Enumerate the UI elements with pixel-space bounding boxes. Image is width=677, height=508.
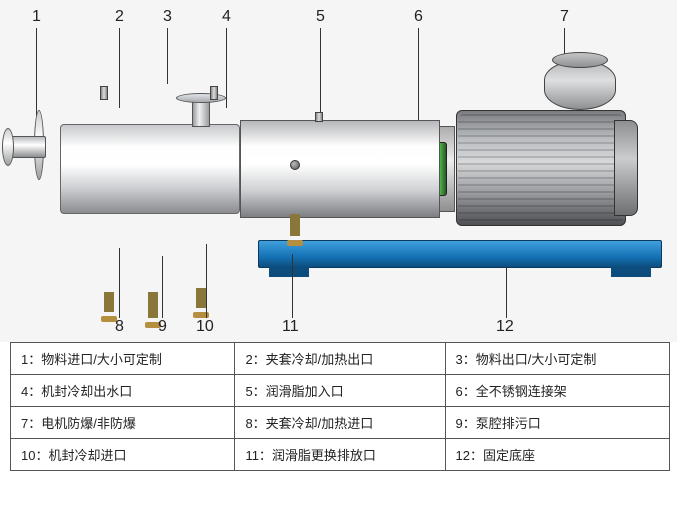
callout-line-10 <box>206 244 207 318</box>
seal-cooling-inlet-valve <box>196 288 206 308</box>
pump-cylinder <box>240 120 440 218</box>
callout-4: 4 <box>222 8 231 26</box>
jacket-outlet-nozzle <box>100 86 108 100</box>
callout-11: 11 <box>282 318 299 336</box>
legend-cell: 8：夹套冷却/加热进口 <box>235 407 445 439</box>
callout-1: 1 <box>32 8 41 26</box>
callout-3: 3 <box>163 8 172 26</box>
legend-cell: 4：机封冷却出水口 <box>11 375 235 407</box>
callout-line-2 <box>119 28 120 108</box>
callout-line-12 <box>506 266 507 318</box>
callout-6: 6 <box>414 8 423 26</box>
table-row: 10：机封冷却进口 11：润滑脂更换排放口 12：固定底座 <box>11 439 670 471</box>
junction-box-cap <box>552 52 608 68</box>
drain-valve <box>148 292 158 318</box>
legend-cell: 3：物料出口/大小可定制 <box>445 343 669 375</box>
legend-cell: 10：机封冷却进口 <box>11 439 235 471</box>
inlet-flange <box>2 128 14 166</box>
seal-cooling-outlet <box>210 86 218 100</box>
legend-cell: 11：润滑脂更换排放口 <box>235 439 445 471</box>
table-row: 4：机封冷却出水口 5：润滑脂加入口 6：全不锈钢连接架 <box>11 375 670 407</box>
legend-table: 1：物料进口/大小可定制 2：夹套冷却/加热出口 3：物料出口/大小可定制 4：… <box>10 342 670 471</box>
callout-7: 7 <box>560 8 569 26</box>
legend-cell: 2：夹套冷却/加热出口 <box>235 343 445 375</box>
machine-assembly <box>40 100 650 280</box>
bolt <box>290 160 300 170</box>
callout-line-11 <box>292 254 293 318</box>
callout-line-8 <box>119 248 120 318</box>
motor-body <box>456 110 626 226</box>
flange-neck <box>192 101 210 127</box>
callout-8: 8 <box>115 318 124 336</box>
callout-2: 2 <box>115 8 124 26</box>
base-plate <box>258 240 662 268</box>
callout-12: 12 <box>496 318 514 336</box>
legend-cell: 1：物料进口/大小可定制 <box>11 343 235 375</box>
base-leg <box>269 267 309 277</box>
table-row: 7：电机防爆/非防爆 8：夹套冷却/加热进口 9：泵腔排污口 <box>11 407 670 439</box>
legend-table-container: 1：物料进口/大小可定制 2：夹套冷却/加热出口 3：物料出口/大小可定制 4：… <box>10 342 670 471</box>
legend-cell: 9：泵腔排污口 <box>445 407 669 439</box>
jacket-inlet-valve <box>104 292 114 312</box>
diagram-canvas: 1 2 3 4 5 6 7 <box>0 0 677 342</box>
callout-line-9 <box>162 256 163 318</box>
legend-cell: 5：润滑脂加入口 <box>235 375 445 407</box>
outlet-flange <box>176 93 226 127</box>
callout-9: 9 <box>158 318 167 336</box>
callout-10: 10 <box>196 318 214 336</box>
legend-cell: 12：固定底座 <box>445 439 669 471</box>
callout-line-4 <box>226 28 227 108</box>
valve-handle <box>287 240 303 246</box>
legend-cell: 6：全不锈钢连接架 <box>445 375 669 407</box>
base-leg <box>611 267 651 277</box>
material-chamber <box>60 124 240 214</box>
motor-endcap <box>614 120 638 216</box>
inlet-pipe <box>10 136 46 158</box>
callout-line-3 <box>167 28 168 84</box>
callout-5: 5 <box>316 8 325 26</box>
grease-inlet-nozzle <box>315 112 323 122</box>
table-row: 1：物料进口/大小可定制 2：夹套冷却/加热出口 3：物料出口/大小可定制 <box>11 343 670 375</box>
grease-drain-valve <box>290 214 300 236</box>
legend-cell: 7：电机防爆/非防爆 <box>11 407 235 439</box>
flange-disc <box>176 93 226 103</box>
